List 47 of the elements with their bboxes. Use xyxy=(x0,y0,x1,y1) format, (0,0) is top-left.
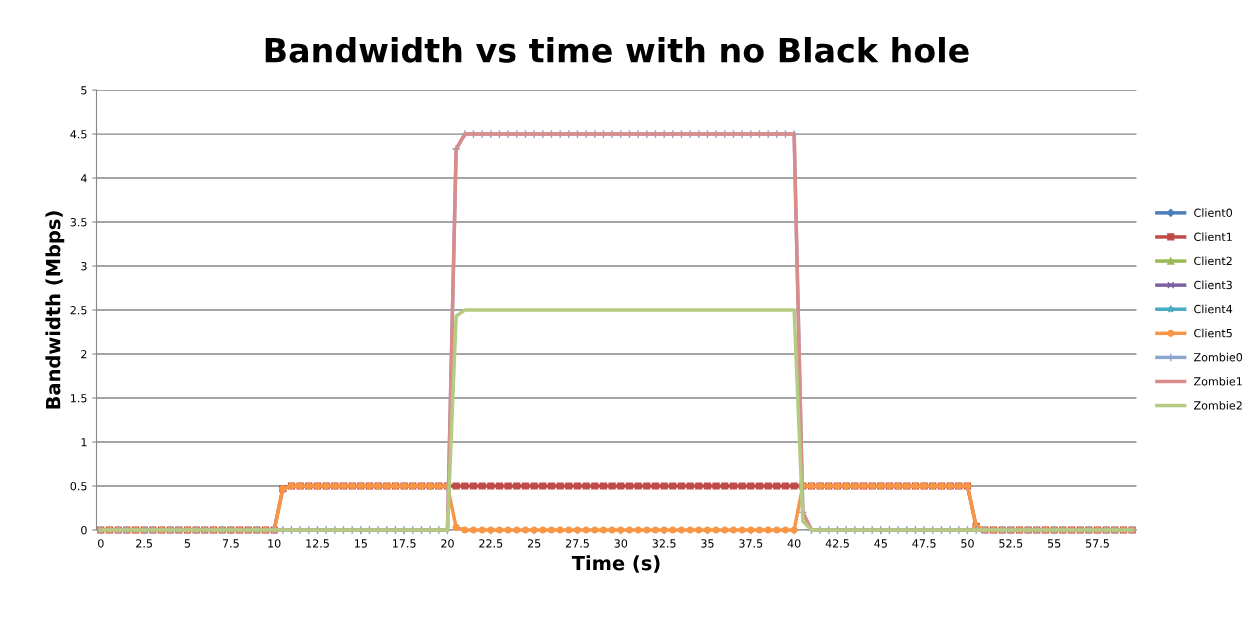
x-tick-label: 35 xyxy=(701,539,714,548)
legend-label: Client3 xyxy=(1194,280,1232,290)
x-tick-label: 17.5 xyxy=(393,539,416,548)
x-tick-label: 42.5 xyxy=(825,539,849,548)
y-tick-label: 0 xyxy=(81,525,87,535)
x-tick-label: 20 xyxy=(441,539,454,548)
y-tick-label: 3.5 xyxy=(70,218,87,227)
x-tick-label: 45 xyxy=(874,539,887,548)
x-tick-label: 12.5 xyxy=(306,539,329,548)
y-tick-label: 0.5 xyxy=(70,481,87,491)
y-tick-label: 2 xyxy=(81,350,87,359)
x-tick-label: 7.5 xyxy=(222,539,239,548)
legend-label: Client4 xyxy=(1194,304,1233,314)
x-tick-label: 52.5 xyxy=(999,539,1023,548)
legend-label: Client5 xyxy=(1194,328,1232,338)
y-tick-label: 4.5 xyxy=(70,130,87,139)
chart-title: Bandwidth vs time with no Black hole xyxy=(265,36,969,63)
x-tick-label: 15 xyxy=(354,539,367,548)
legend-label: Client1 xyxy=(1194,232,1232,242)
y-tick-label: 1 xyxy=(81,438,87,447)
legend-label: Zombie1 xyxy=(1194,376,1242,386)
x-tick-label: 22.5 xyxy=(479,539,503,548)
x-tick-label: 10 xyxy=(268,539,281,548)
y-tick-label: 2.5 xyxy=(70,306,87,315)
x-tick-label: 40 xyxy=(787,539,801,548)
x-tick-label: 25 xyxy=(527,539,541,548)
y-tick-label: 4 xyxy=(80,174,87,183)
x-axis-title: Time (s) xyxy=(571,555,660,573)
legend-label: Zombie2 xyxy=(1194,401,1242,410)
legend-label: Client0 xyxy=(1194,208,1233,217)
y-tick-label: 3 xyxy=(81,262,87,271)
legend-label: Client2 xyxy=(1194,256,1232,266)
x-tick-label: 57.5 xyxy=(1085,539,1109,548)
x-tick-label: 32.5 xyxy=(652,539,676,548)
y-axis-title: Bandwidth (Mbps) xyxy=(45,211,65,409)
y-tick-label: 1.5 xyxy=(71,394,87,403)
x-tick-label: 27.5 xyxy=(565,539,589,548)
x-tick-label: 55 xyxy=(1047,539,1061,548)
x-tick-label: 37.5 xyxy=(739,539,763,548)
x-tick-label: 30 xyxy=(614,539,628,548)
x-tick-label: 0 xyxy=(98,539,104,548)
x-tick-label: 5 xyxy=(184,539,191,548)
x-tick-label: 47.5 xyxy=(912,539,936,548)
x-tick-label: 2.5 xyxy=(136,539,153,548)
x-tick-label: 50 xyxy=(961,539,974,548)
legend-label: Zombie0 xyxy=(1194,352,1243,362)
y-tick-label: 5 xyxy=(81,86,87,95)
